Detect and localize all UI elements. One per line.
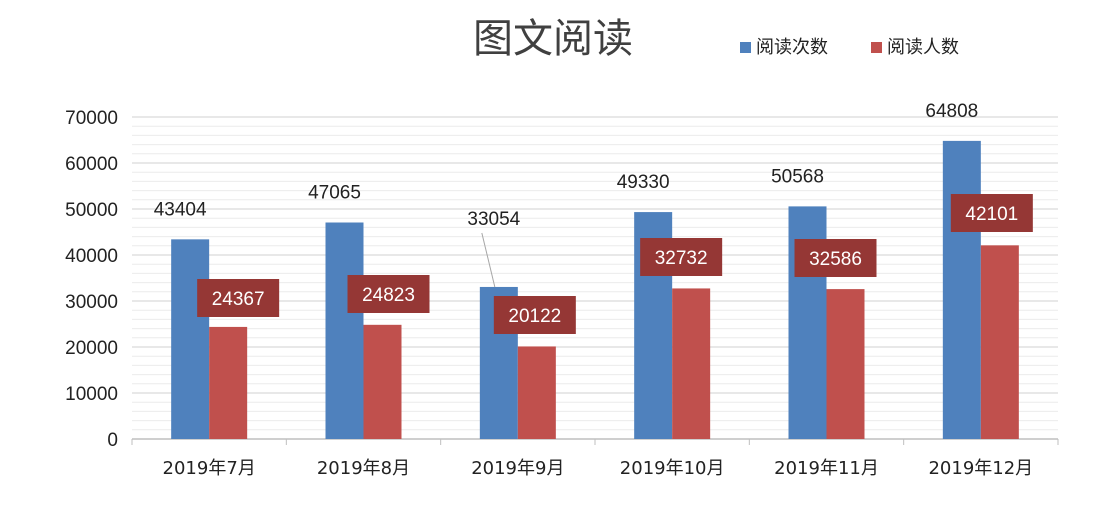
x-category-label: 2019年10月 bbox=[620, 458, 725, 479]
y-tick-label: 50000 bbox=[65, 200, 118, 221]
x-category-label: 2019年8月 bbox=[317, 458, 410, 479]
data-label-box-reader-count bbox=[347, 275, 430, 313]
bar-read-count bbox=[942, 140, 981, 440]
legend-label-reader-count: 阅读人数 bbox=[887, 37, 959, 58]
y-tick-label: 70000 bbox=[65, 108, 118, 129]
y-tick-label: 10000 bbox=[65, 384, 118, 405]
gridlines bbox=[132, 116, 1058, 431]
bars bbox=[171, 140, 1019, 440]
y-tick-label: 0 bbox=[107, 430, 118, 451]
x-category-label: 2019年11月 bbox=[774, 458, 879, 479]
bar-reader-count bbox=[517, 346, 556, 439]
x-category-label: 2019年7月 bbox=[163, 458, 256, 479]
data-label-box-reader-count bbox=[493, 296, 576, 334]
data-label-box-reader-count bbox=[950, 194, 1033, 232]
y-tick-label: 60000 bbox=[65, 154, 118, 175]
y-tick-label: 30000 bbox=[65, 292, 118, 313]
data-label-box-reader-count bbox=[640, 238, 723, 276]
bar-read-count bbox=[325, 222, 364, 439]
data-label-reader-count: 32586 bbox=[809, 249, 862, 270]
data-label-read-count: 33054 bbox=[467, 209, 520, 230]
data-label-reader-count: 32732 bbox=[655, 248, 708, 269]
data-label-read-count: 50568 bbox=[771, 166, 824, 187]
data-label-box-reader-count bbox=[794, 239, 877, 277]
legend-swatch-reader-count bbox=[871, 42, 882, 53]
data-label-read-count: 64808 bbox=[925, 101, 978, 122]
chart-title: 图文阅读 bbox=[473, 16, 633, 62]
data-label-read-count: 49330 bbox=[617, 172, 670, 193]
bar-read-count bbox=[171, 239, 210, 439]
legend-label-read-count: 阅读次数 bbox=[756, 37, 828, 58]
data-label-reader-count: 42101 bbox=[965, 204, 1018, 225]
legend: 阅读次数 阅读人数 bbox=[740, 37, 959, 58]
y-tick-label: 40000 bbox=[65, 246, 118, 267]
data-label-reader-count: 20122 bbox=[508, 306, 561, 327]
leader-line bbox=[481, 232, 496, 288]
data-label-reader-count: 24823 bbox=[362, 285, 415, 306]
bar-reader-count bbox=[672, 288, 711, 439]
bar-reader-count bbox=[363, 324, 402, 439]
data-label-read-count: 47065 bbox=[308, 183, 361, 204]
data-labels: 43404 47065 33054 49330 50568 64808 24367 24823… bbox=[154, 101, 1033, 334]
x-category-label: 2019年9月 bbox=[471, 458, 564, 479]
bar-reader-count bbox=[980, 245, 1019, 439]
legend-swatch-read-count bbox=[740, 42, 751, 53]
axes: 0 10000 20000 30000 40000 50000 60000 70000 2019… bbox=[65, 108, 1059, 479]
data-label-box-reader-count bbox=[197, 279, 280, 317]
x-category-label: 2019年12月 bbox=[928, 458, 1033, 479]
bar-reader-count bbox=[209, 326, 248, 439]
data-label-reader-count: 24367 bbox=[212, 289, 265, 310]
data-label-read-count: 43404 bbox=[154, 199, 207, 220]
bar-reader-count bbox=[826, 289, 865, 439]
y-tick-label: 20000 bbox=[65, 338, 118, 359]
